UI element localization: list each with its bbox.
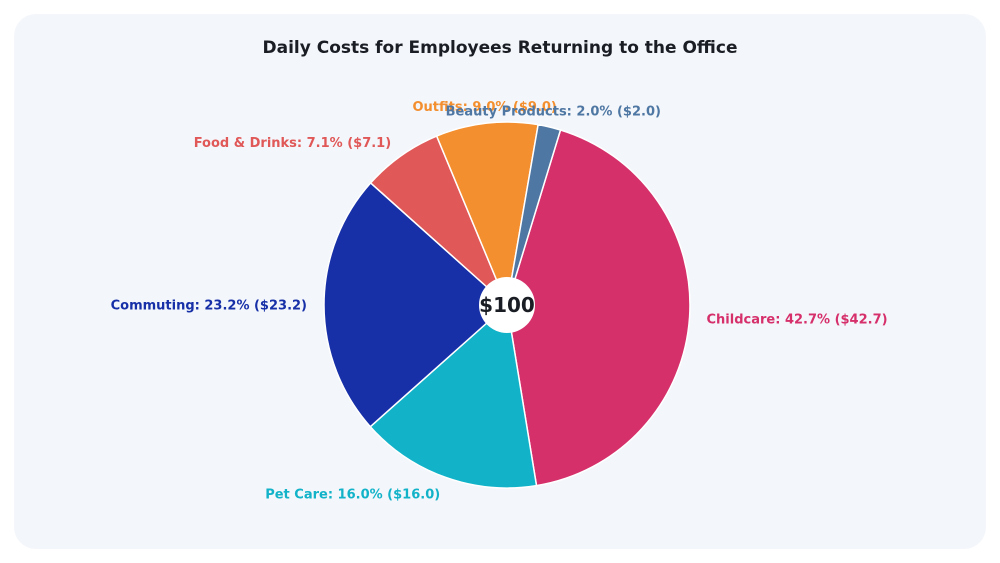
pie-slice-pet-care [369,303,538,489]
slice-label-food-drinks: Food & Drinks: 7.1% ($7.1) [194,136,391,151]
center-hole [479,277,535,333]
slice-label-childcare: Childcare: 42.7% ($42.7) [707,313,888,328]
pie-slice-childcare [506,129,691,487]
slice-label-commuting: Commuting: 23.2% ($23.2) [111,299,307,314]
pie-slice-outfits [435,121,540,308]
slice-label-beauty-products: Beauty Products: 2.0% ($2.0) [446,104,661,119]
pie-slice-commuting [323,181,509,428]
pie-slice-beauty-products [506,123,562,306]
slice-labels: Childcare: 42.7% ($42.7) Pet Care: 16.0% … [111,100,888,502]
slice-label-pet-care: Pet Care: 16.0% ($16.0) [265,488,440,503]
slice-label-outfits: Outfits: 9.0% ($9.0) [413,100,557,115]
pie-slices [323,121,691,489]
chart-title: Daily Costs for Employees Returning to t… [262,38,738,58]
center-total-label: $100 [479,293,535,317]
